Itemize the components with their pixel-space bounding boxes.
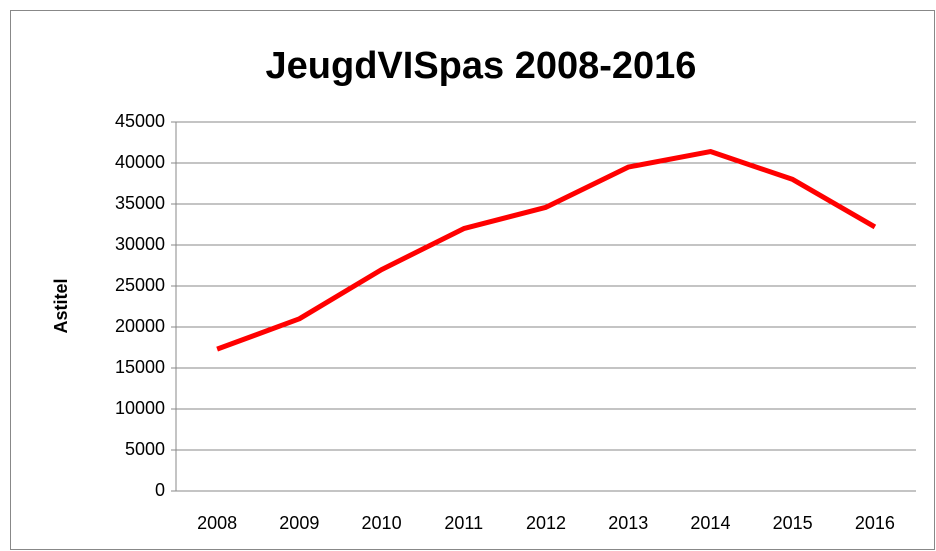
x-tick-label: 2010 [362,513,402,533]
y-tick-label: 10000 [115,398,165,418]
y-tick-label: 0 [155,480,165,500]
y-tick-label: 45000 [115,111,165,131]
chart-title: JeugdVISpas 2008-2016 [266,45,697,87]
x-tick-label: 2015 [773,513,813,533]
y-tick-label: 20000 [115,316,165,336]
y-tick-label: 40000 [115,152,165,172]
x-tick-label: 2014 [690,513,730,533]
y-tick-label: 35000 [115,193,165,213]
x-tick-label: 2008 [197,513,237,533]
y-tick-label: 15000 [115,357,165,377]
y-tick-label: 5000 [125,439,165,459]
x-tick-label: 2012 [526,513,566,533]
chart-frame [10,10,935,550]
y-tick-label: 30000 [115,234,165,254]
x-tick-label: 2016 [855,513,895,533]
y-axis-title: Astitel [51,278,71,333]
data-line [216,149,877,352]
y-tick-label: 25000 [115,275,165,295]
x-tick-label: 2011 [444,513,483,533]
x-tick-label: 2013 [608,513,648,533]
x-tick-label: 2009 [279,513,319,533]
